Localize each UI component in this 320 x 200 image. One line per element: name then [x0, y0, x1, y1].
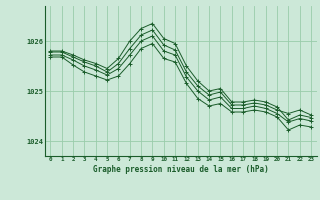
X-axis label: Graphe pression niveau de la mer (hPa): Graphe pression niveau de la mer (hPa) — [93, 165, 269, 174]
